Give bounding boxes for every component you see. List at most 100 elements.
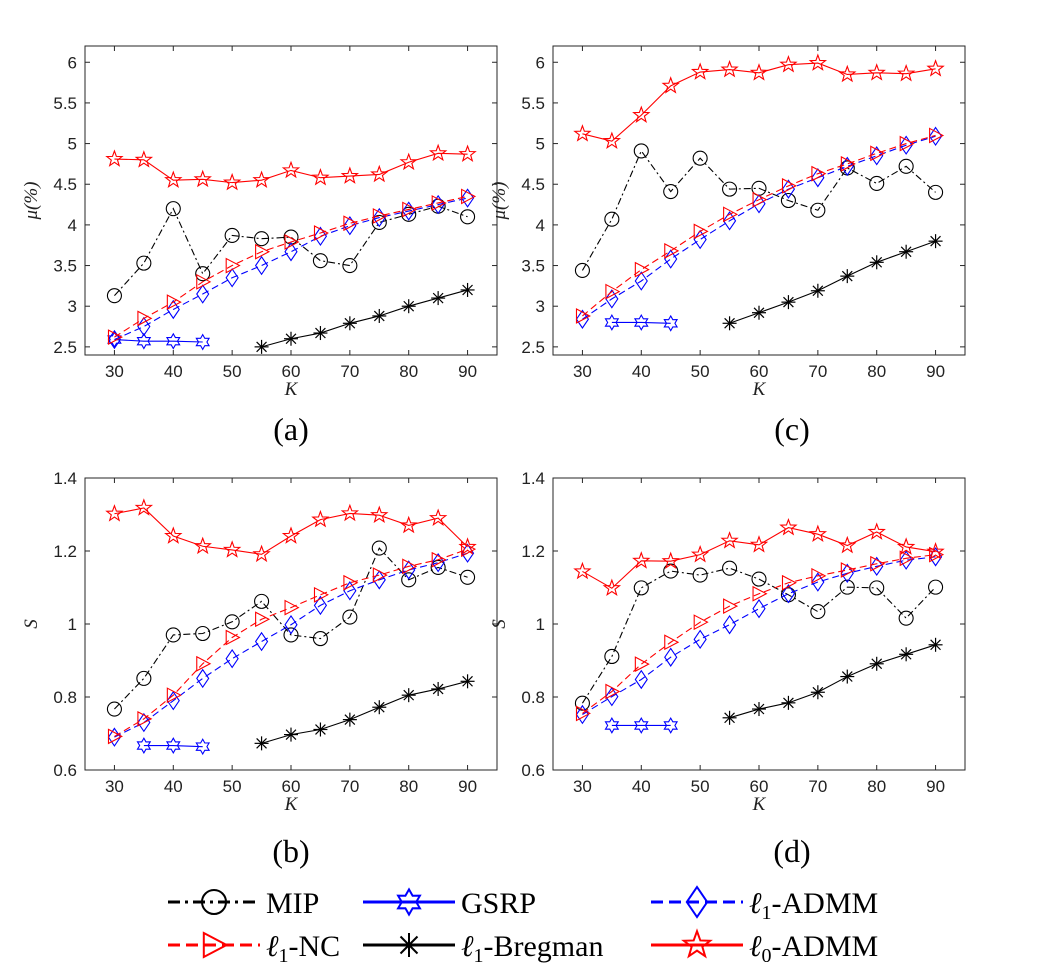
data-point bbox=[751, 571, 767, 587]
data-point bbox=[254, 339, 269, 354]
data-point bbox=[781, 179, 796, 199]
legend-item-gsrp: GSRP bbox=[363, 887, 536, 920]
series-l1-nc bbox=[107, 541, 477, 745]
data-point bbox=[165, 332, 181, 350]
data-point bbox=[840, 156, 854, 177]
data-point bbox=[137, 710, 153, 727]
x-tick-label: 80 bbox=[867, 362, 886, 381]
data-point bbox=[281, 526, 301, 544]
data-point bbox=[929, 546, 945, 563]
data-point bbox=[342, 609, 358, 625]
legend-label: GSRP bbox=[461, 887, 536, 920]
data-point bbox=[575, 309, 590, 329]
data-point bbox=[575, 308, 591, 324]
data-point bbox=[312, 631, 328, 647]
legend-marker bbox=[681, 928, 713, 959]
series-l0-admm bbox=[105, 498, 477, 563]
series-line bbox=[114, 339, 203, 343]
data-point bbox=[312, 253, 328, 269]
data-point bbox=[870, 145, 886, 162]
data-point bbox=[811, 567, 827, 584]
data-point bbox=[633, 717, 649, 734]
data-point bbox=[779, 55, 798, 73]
x-tick-label: 30 bbox=[573, 362, 592, 381]
data-point bbox=[811, 165, 827, 182]
data-point bbox=[107, 727, 122, 747]
legend-marker-shape bbox=[397, 933, 421, 957]
data-point bbox=[661, 76, 680, 94]
data-point bbox=[896, 63, 916, 82]
data-point bbox=[929, 127, 945, 144]
data-point bbox=[196, 284, 210, 304]
x-tick-label: 30 bbox=[105, 777, 124, 796]
data-point bbox=[284, 234, 300, 250]
panel-label: (b) bbox=[272, 833, 309, 869]
data-point bbox=[781, 695, 796, 710]
data-point bbox=[166, 687, 182, 704]
data-point bbox=[749, 63, 769, 81]
series-l1-bregman bbox=[722, 637, 943, 725]
data-point bbox=[870, 556, 884, 577]
y-tick-label: 6 bbox=[68, 53, 77, 72]
series-l1-bregman bbox=[254, 674, 475, 751]
data-point bbox=[372, 308, 387, 323]
legend-label: ℓ1-Bregman bbox=[461, 930, 603, 967]
data-point bbox=[810, 283, 825, 298]
data-point bbox=[166, 294, 182, 311]
data-point bbox=[313, 326, 328, 341]
series-line bbox=[114, 152, 468, 184]
data-point bbox=[574, 262, 590, 278]
x-tick-label: 40 bbox=[164, 777, 183, 796]
data-point bbox=[838, 64, 857, 83]
data-point bbox=[810, 685, 825, 700]
data-point bbox=[663, 563, 679, 579]
y-tick-label: 3 bbox=[536, 297, 545, 316]
data-point bbox=[313, 226, 328, 247]
data-point bbox=[225, 257, 241, 274]
x-tick-label: 60 bbox=[750, 777, 769, 796]
legend-item-l1-bregman: ℓ1-Bregman bbox=[363, 930, 603, 967]
data-point bbox=[284, 727, 298, 742]
data-point bbox=[370, 505, 389, 524]
data-point bbox=[284, 599, 300, 616]
series-line bbox=[581, 567, 936, 704]
x-tick-label: 40 bbox=[164, 362, 183, 381]
legend-marker bbox=[201, 889, 227, 915]
series-gsrp bbox=[136, 737, 211, 756]
data-point bbox=[690, 544, 710, 563]
data-point bbox=[136, 670, 152, 686]
data-point bbox=[839, 579, 855, 595]
series-line bbox=[114, 205, 468, 297]
data-point bbox=[428, 143, 448, 162]
data-point bbox=[722, 710, 737, 725]
data-point bbox=[840, 155, 856, 172]
data-point bbox=[899, 550, 915, 567]
x-tick-label: 80 bbox=[399, 777, 418, 796]
series-line bbox=[582, 556, 936, 715]
data-point bbox=[869, 255, 884, 270]
data-point bbox=[573, 124, 592, 142]
series-l1-nc bbox=[575, 127, 945, 324]
y-tick-label: 5.5 bbox=[521, 94, 545, 113]
data-point bbox=[692, 567, 708, 583]
series-line bbox=[582, 135, 936, 320]
data-point bbox=[311, 509, 330, 528]
y-tick-label: 2.5 bbox=[521, 338, 545, 357]
data-point bbox=[605, 683, 621, 700]
legend-marker-shape bbox=[396, 887, 422, 917]
data-point bbox=[254, 255, 269, 276]
data-point bbox=[195, 738, 211, 756]
data-point bbox=[634, 669, 648, 690]
y-axis-label: S bbox=[489, 619, 510, 629]
legend-label: MIP bbox=[266, 887, 319, 920]
data-point bbox=[225, 629, 241, 646]
series-line bbox=[114, 552, 468, 738]
data-point bbox=[752, 598, 766, 619]
data-point bbox=[781, 177, 797, 194]
data-point bbox=[164, 170, 183, 188]
y-tick-label: 1.2 bbox=[53, 542, 77, 561]
y-tick-label: 5.5 bbox=[53, 94, 77, 113]
data-point bbox=[781, 574, 797, 591]
data-point bbox=[222, 172, 242, 191]
data-point bbox=[604, 211, 620, 227]
